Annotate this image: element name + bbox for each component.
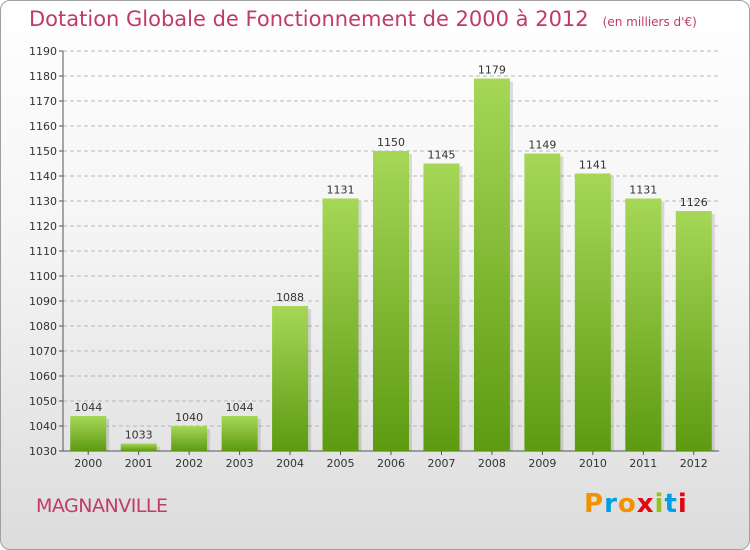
bar bbox=[322, 198, 359, 451]
y-tick-label: 1080 bbox=[29, 320, 57, 333]
proxiti-logo[interactable]: Proxiti bbox=[584, 489, 688, 519]
y-tick-label: 1060 bbox=[29, 370, 57, 383]
x-tick-label: 2006 bbox=[377, 457, 405, 470]
labels: 1030 1040 1050 1060 1070 1080 1090 1100 1110 1120… bbox=[29, 45, 708, 470]
y-tick-label: 1050 bbox=[29, 395, 57, 408]
logo-letter: i bbox=[654, 489, 665, 519]
data-label: 1179 bbox=[478, 64, 506, 77]
bar bbox=[120, 443, 157, 451]
data-label: 1131 bbox=[629, 184, 657, 197]
y-tick-label: 1100 bbox=[29, 270, 57, 283]
bar bbox=[473, 78, 510, 451]
logo-letter: P bbox=[584, 489, 605, 519]
bar bbox=[70, 416, 107, 451]
title-main: Dotation Globale de Fonctionnement de 20… bbox=[29, 7, 589, 31]
data-label: 1149 bbox=[528, 139, 556, 152]
x-tick-label: 2004 bbox=[276, 457, 304, 470]
y-tick-label: 1140 bbox=[29, 170, 57, 183]
y-tick-label: 1110 bbox=[29, 245, 57, 258]
y-tick-label: 1170 bbox=[29, 95, 57, 108]
data-label: 1126 bbox=[680, 196, 708, 209]
x-tick-label: 2000 bbox=[74, 457, 102, 470]
data-label: 1150 bbox=[377, 136, 405, 149]
y-tick-label: 1090 bbox=[29, 295, 57, 308]
x-tick-label: 2009 bbox=[528, 457, 556, 470]
y-tick-label: 1180 bbox=[29, 70, 57, 83]
logo-letter: o bbox=[617, 489, 637, 519]
bar bbox=[171, 426, 208, 451]
data-label: 1145 bbox=[427, 149, 455, 162]
y-tick-label: 1040 bbox=[29, 420, 57, 433]
x-tick-label: 2008 bbox=[478, 457, 506, 470]
y-tick-label: 1150 bbox=[29, 145, 57, 158]
logo-letter: i bbox=[677, 489, 688, 519]
data-label: 1044 bbox=[226, 401, 254, 414]
bars bbox=[70, 78, 715, 451]
y-tick-label: 1190 bbox=[29, 45, 57, 58]
x-tick-label: 2003 bbox=[226, 457, 254, 470]
data-label: 1131 bbox=[327, 184, 355, 197]
y-tick-label: 1030 bbox=[29, 445, 57, 458]
y-tick-label: 1160 bbox=[29, 120, 57, 133]
chart-title: Dotation Globale de Fonctionnement de 20… bbox=[29, 7, 697, 31]
data-label: 1044 bbox=[74, 401, 102, 414]
x-tick-label: 2010 bbox=[579, 457, 607, 470]
data-label: 1088 bbox=[276, 291, 304, 304]
bar bbox=[423, 163, 460, 451]
bar bbox=[625, 198, 662, 451]
x-tick-label: 2005 bbox=[327, 457, 355, 470]
bar bbox=[524, 153, 561, 451]
data-label: 1033 bbox=[125, 429, 153, 442]
bar bbox=[373, 151, 409, 451]
logo-letter: x bbox=[636, 489, 655, 519]
logo-letter: t bbox=[664, 489, 678, 519]
title-unit: (en milliers d'€) bbox=[602, 15, 697, 29]
data-label: 1040 bbox=[175, 411, 203, 424]
bar bbox=[574, 173, 611, 451]
city-name: MAGNANVILLE bbox=[36, 495, 168, 517]
y-tick-label: 1130 bbox=[29, 195, 57, 208]
bar bbox=[675, 211, 712, 451]
y-tick-label: 1070 bbox=[29, 345, 57, 358]
data-label: 1141 bbox=[579, 159, 607, 172]
x-tick-label: 2012 bbox=[680, 457, 708, 470]
bar bbox=[221, 416, 258, 451]
x-tick-label: 2007 bbox=[427, 457, 455, 470]
x-tick-label: 2001 bbox=[125, 457, 153, 470]
y-tick-label: 1120 bbox=[29, 220, 57, 233]
x-tick-label: 2002 bbox=[175, 457, 203, 470]
x-tick-label: 2011 bbox=[629, 457, 657, 470]
bar bbox=[272, 306, 309, 451]
logo-letter: r bbox=[604, 489, 618, 519]
